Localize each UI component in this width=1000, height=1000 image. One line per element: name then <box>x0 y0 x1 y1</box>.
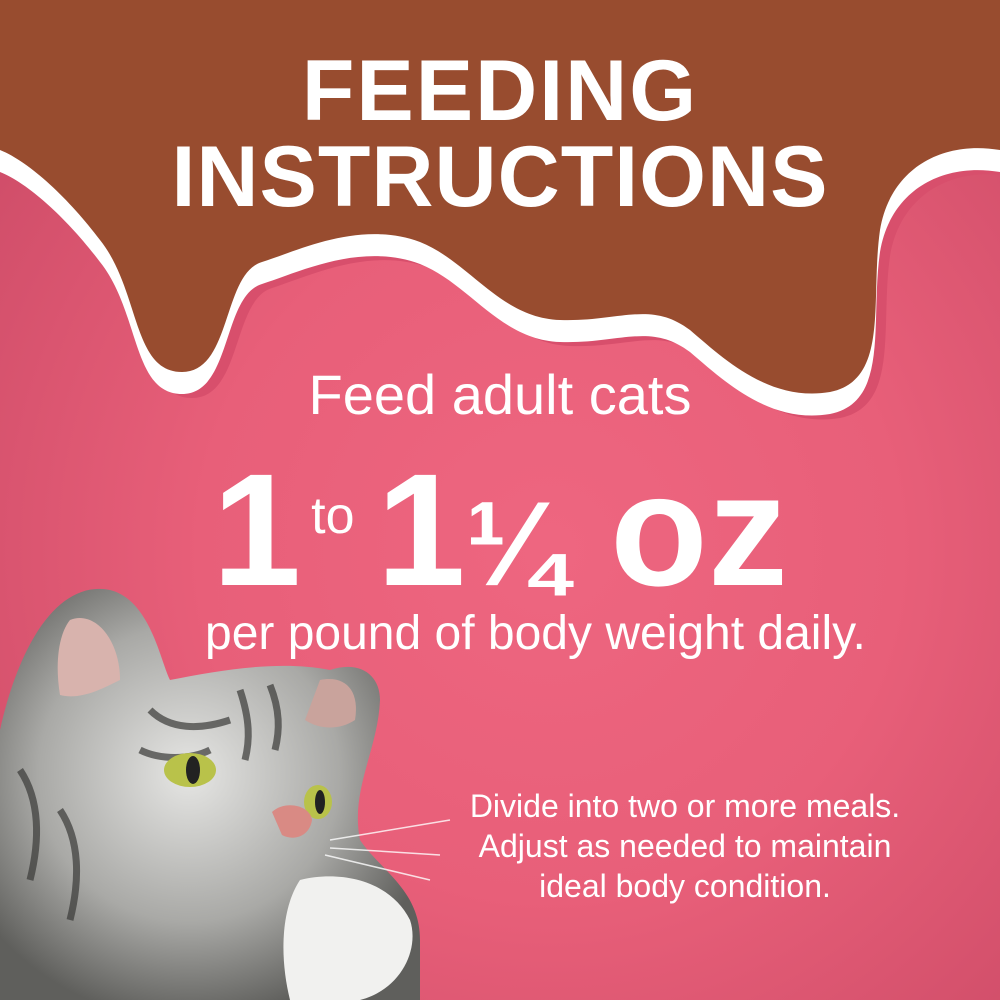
amount-text: 1 to 1¼ oz <box>0 450 1000 610</box>
amount-high-fraction: ¼ <box>465 477 566 611</box>
amount-unit: oz <box>610 440 788 619</box>
note-line-2: Adjust as needed to maintain <box>478 828 892 864</box>
amount-high-whole: 1 <box>376 440 466 619</box>
note-line-3: ideal body condition. <box>539 868 831 904</box>
note-text: Divide into two or more meals. Adjust as… <box>440 786 930 906</box>
amount-connector: to <box>311 487 355 545</box>
per-weight-text: per pound of body weight daily. <box>205 607 866 660</box>
amount-low: 1 <box>212 440 302 619</box>
title-line-1: FEEDING <box>301 43 699 139</box>
note-line-1: Divide into two or more meals. <box>469 788 901 824</box>
cat-image <box>0 588 451 1000</box>
intro-text: Feed adult cats <box>308 363 692 426</box>
title-line-2: INSTRUCTIONS <box>171 129 829 225</box>
brown-banner <box>0 0 1000 394</box>
